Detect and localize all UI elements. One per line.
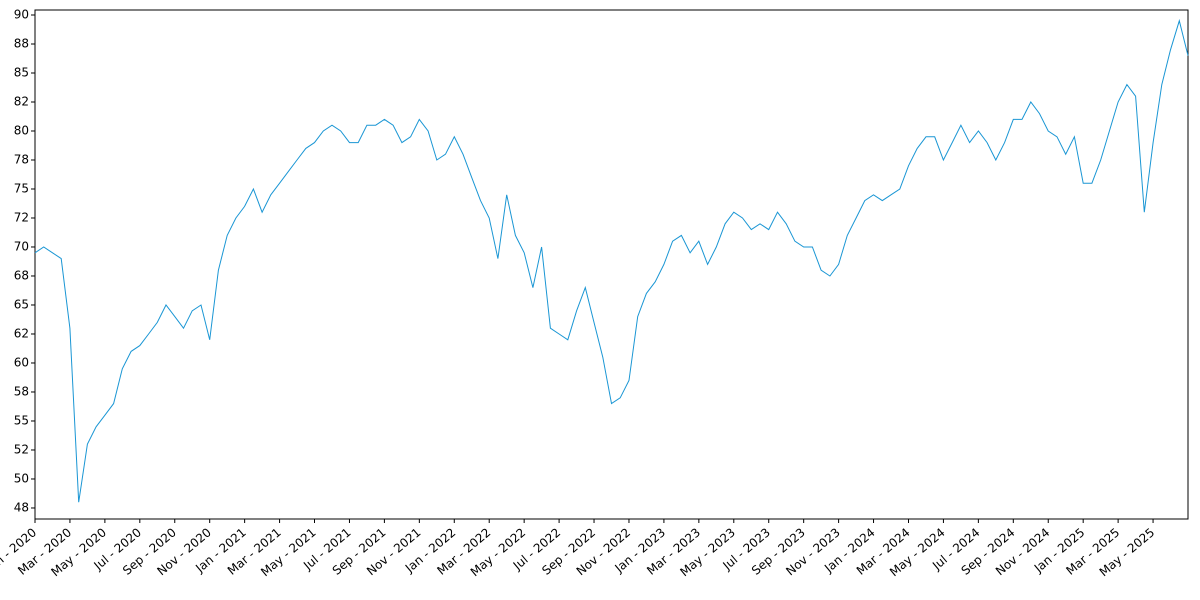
y-tick-label: 60 bbox=[14, 355, 29, 369]
y-tick-label: 65 bbox=[14, 297, 29, 311]
y-tick-label: 55 bbox=[14, 413, 29, 427]
y-tick-label: 50 bbox=[14, 471, 29, 485]
plot-frame bbox=[34, 9, 1189, 520]
y-tick-label: 78 bbox=[14, 152, 29, 166]
y-tick-label: 75 bbox=[14, 181, 29, 195]
y-tick-label: 90 bbox=[14, 7, 29, 21]
y-tick-label: 70 bbox=[14, 239, 29, 253]
y-tick-label: 52 bbox=[14, 442, 29, 456]
y-tick-label: 62 bbox=[14, 326, 29, 340]
y-tick-label: 72 bbox=[14, 210, 29, 224]
y-tick-label: 85 bbox=[14, 65, 29, 79]
y-tick-label: 88 bbox=[14, 36, 29, 50]
data-line bbox=[34, 18, 1189, 503]
y-tick-label: 80 bbox=[14, 123, 29, 137]
y-tick-label: 58 bbox=[14, 384, 29, 398]
y-tick-label: 68 bbox=[14, 268, 29, 282]
y-tick-label: 48 bbox=[14, 500, 29, 514]
y-tick-label: 82 bbox=[14, 94, 29, 108]
